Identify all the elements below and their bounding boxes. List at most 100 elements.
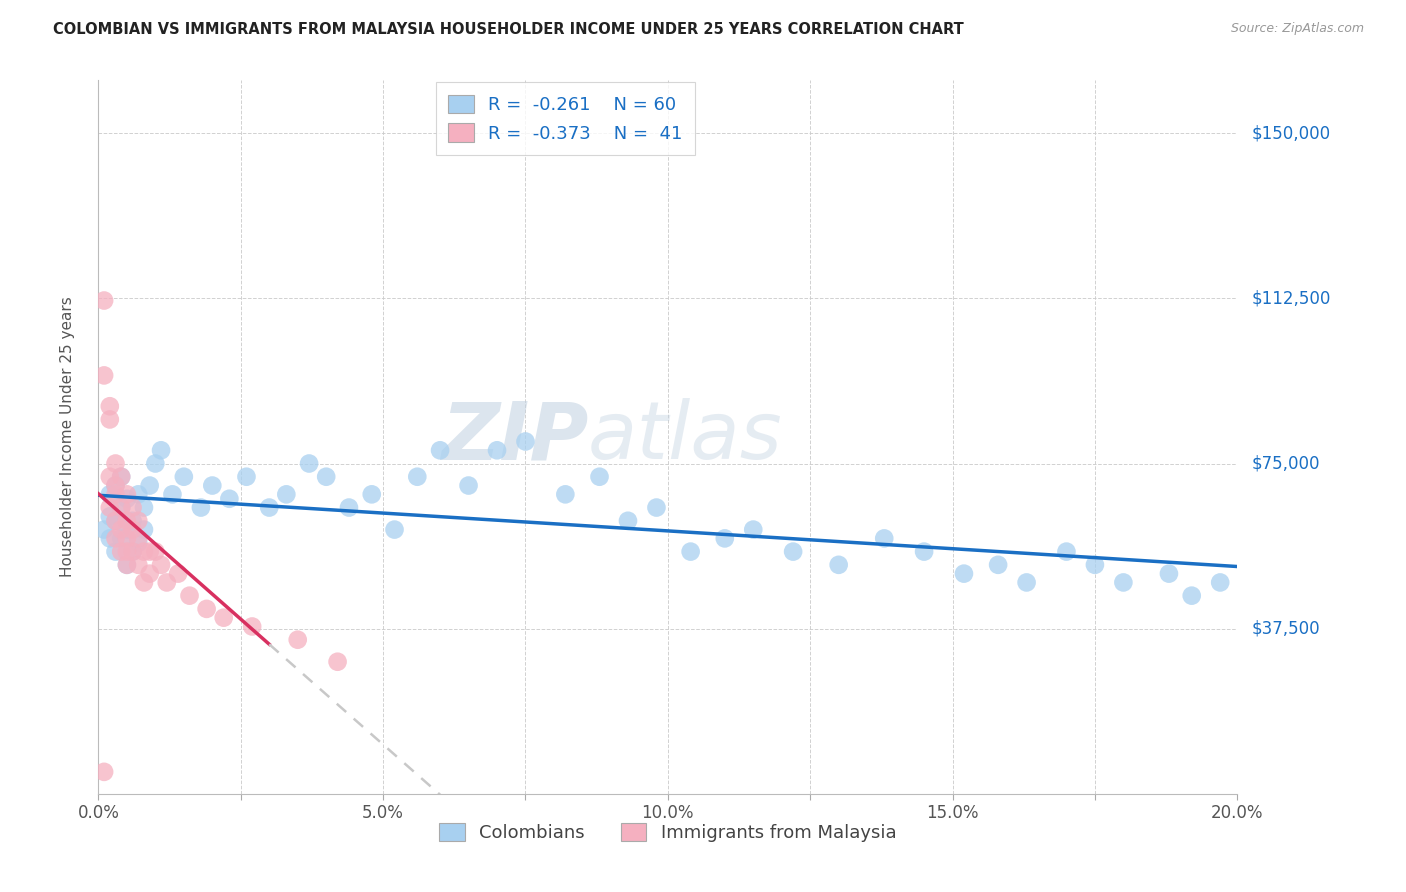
Y-axis label: Householder Income Under 25 years: Householder Income Under 25 years <box>60 297 75 577</box>
Point <box>110 500 132 515</box>
Point <box>515 434 537 449</box>
Point <box>98 532 121 546</box>
Point <box>173 469 195 483</box>
Point <box>912 544 935 558</box>
Point <box>156 575 179 590</box>
Point <box>104 487 127 501</box>
Point <box>259 500 281 515</box>
Point <box>240 619 263 633</box>
Text: $37,500: $37,500 <box>1251 620 1320 638</box>
Point <box>782 544 804 558</box>
Point <box>110 532 132 546</box>
Point <box>104 544 127 558</box>
Point <box>121 544 143 558</box>
Point <box>110 544 132 558</box>
Point <box>276 487 298 501</box>
Point <box>1209 575 1232 590</box>
Point <box>201 478 224 492</box>
Point <box>132 500 155 515</box>
Point <box>115 514 138 528</box>
Point <box>190 500 212 515</box>
Point <box>121 544 143 558</box>
Point <box>326 655 349 669</box>
Point <box>235 469 257 483</box>
Point <box>360 487 382 501</box>
Point <box>645 500 668 515</box>
Point <box>138 478 160 492</box>
Text: $75,000: $75,000 <box>1251 455 1320 473</box>
Point <box>742 523 765 537</box>
Point <box>138 566 160 581</box>
Point <box>104 532 127 546</box>
Point <box>315 469 337 483</box>
Point <box>145 457 167 471</box>
Legend: Colombians, Immigrants from Malaysia: Colombians, Immigrants from Malaysia <box>432 815 904 849</box>
Point <box>298 457 321 471</box>
Text: $150,000: $150,000 <box>1251 124 1330 142</box>
Point <box>588 469 610 483</box>
Point <box>98 412 121 426</box>
Point <box>384 523 406 537</box>
Point <box>104 514 127 528</box>
Point <box>179 589 201 603</box>
Point <box>104 478 127 492</box>
Point <box>132 575 155 590</box>
Point <box>115 558 138 572</box>
Point <box>93 293 115 308</box>
Point <box>104 457 127 471</box>
Point <box>987 558 1010 572</box>
Point <box>98 469 121 483</box>
Point <box>127 558 149 572</box>
Point <box>218 491 240 506</box>
Point <box>714 532 737 546</box>
Point <box>1015 575 1038 590</box>
Point <box>110 469 132 483</box>
Text: $112,500: $112,500 <box>1251 289 1330 308</box>
Point <box>167 566 190 581</box>
Point <box>554 487 576 501</box>
Point <box>212 610 235 624</box>
Point <box>110 523 132 537</box>
Point <box>873 532 896 546</box>
Point <box>93 523 115 537</box>
Point <box>828 558 851 572</box>
Point <box>145 544 167 558</box>
Point <box>98 500 121 515</box>
Point <box>679 544 702 558</box>
Point <box>93 368 115 383</box>
Point <box>121 500 143 515</box>
Point <box>115 491 138 506</box>
Point <box>617 514 640 528</box>
Point <box>127 536 149 550</box>
Point <box>457 478 479 492</box>
Point <box>406 469 429 483</box>
Text: Source: ZipAtlas.com: Source: ZipAtlas.com <box>1230 22 1364 36</box>
Point <box>953 566 976 581</box>
Point <box>150 558 173 572</box>
Text: ZIP: ZIP <box>440 398 588 476</box>
Point <box>121 514 143 528</box>
Point <box>98 509 121 524</box>
Point <box>104 514 127 528</box>
Point <box>150 443 173 458</box>
Text: atlas: atlas <box>588 398 783 476</box>
Point <box>337 500 360 515</box>
Point <box>127 514 149 528</box>
Point <box>132 544 155 558</box>
Point <box>115 532 138 546</box>
Point <box>93 764 115 779</box>
Point <box>115 544 138 558</box>
Point <box>486 443 509 458</box>
Point <box>1157 566 1180 581</box>
Point <box>98 487 121 501</box>
Point <box>115 487 138 501</box>
Point <box>115 523 138 537</box>
Point <box>1056 544 1078 558</box>
Point <box>98 399 121 413</box>
Point <box>195 602 218 616</box>
Point <box>110 500 132 515</box>
Point <box>429 443 451 458</box>
Text: COLOMBIAN VS IMMIGRANTS FROM MALAYSIA HOUSEHOLDER INCOME UNDER 25 YEARS CORRELAT: COLOMBIAN VS IMMIGRANTS FROM MALAYSIA HO… <box>53 22 965 37</box>
Point <box>104 478 127 492</box>
Point <box>127 532 149 546</box>
